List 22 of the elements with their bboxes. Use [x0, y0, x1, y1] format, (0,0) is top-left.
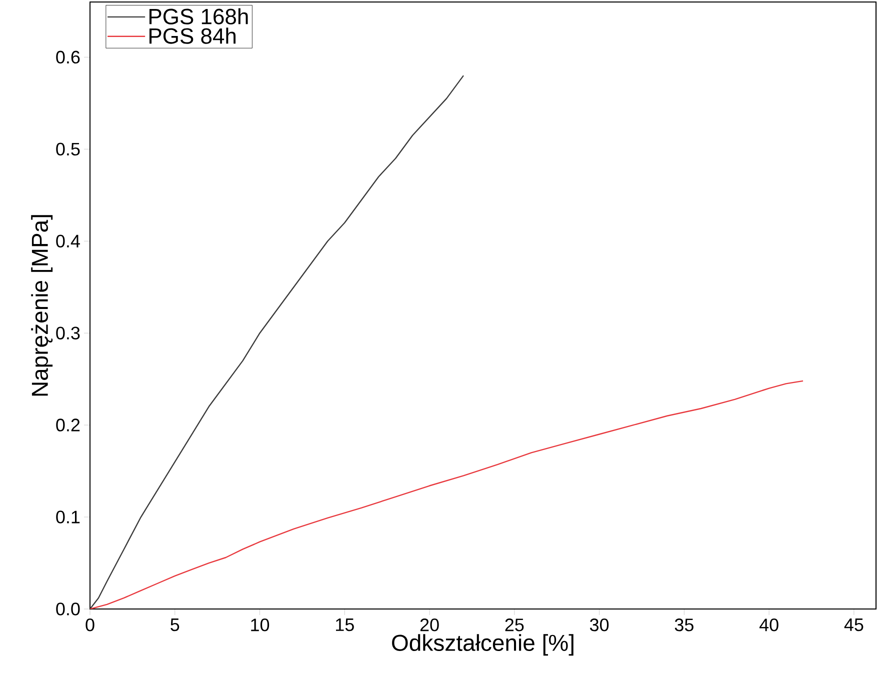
- x-tick-label: 45: [844, 618, 864, 632]
- x-tick-label: 30: [590, 618, 609, 632]
- x-tick-label: 35: [674, 618, 694, 632]
- x-tick-label: 20: [420, 618, 439, 632]
- y-tick-label: 0.5: [56, 142, 80, 156]
- y-tick-label: 0.6: [56, 50, 80, 64]
- x-tick-label: 10: [251, 618, 270, 632]
- x-tick-label: 0: [86, 618, 94, 632]
- x-tick-label: 25: [505, 618, 524, 632]
- line-series: [90, 380, 804, 609]
- x-tick-label: 15: [336, 618, 354, 632]
- legend-label: PGS 168h: [149, 8, 248, 24]
- y-tick-label: 0.4: [56, 234, 80, 248]
- y-tick-label: 0.2: [56, 418, 80, 432]
- y-tick-label: 0.0: [56, 602, 80, 616]
- y-tick-label: 0.3: [56, 326, 80, 340]
- x-tick-label: 5: [170, 618, 180, 632]
- y-tick-label: 0.1: [56, 510, 80, 524]
- x-axis-title: Odkształcenie [%]: [392, 634, 574, 656]
- legend-label: PGS 84h: [149, 28, 236, 44]
- y-axis-title: Naprężenie [MPa]: [31, 215, 53, 396]
- x-tick-label: 40: [759, 618, 778, 632]
